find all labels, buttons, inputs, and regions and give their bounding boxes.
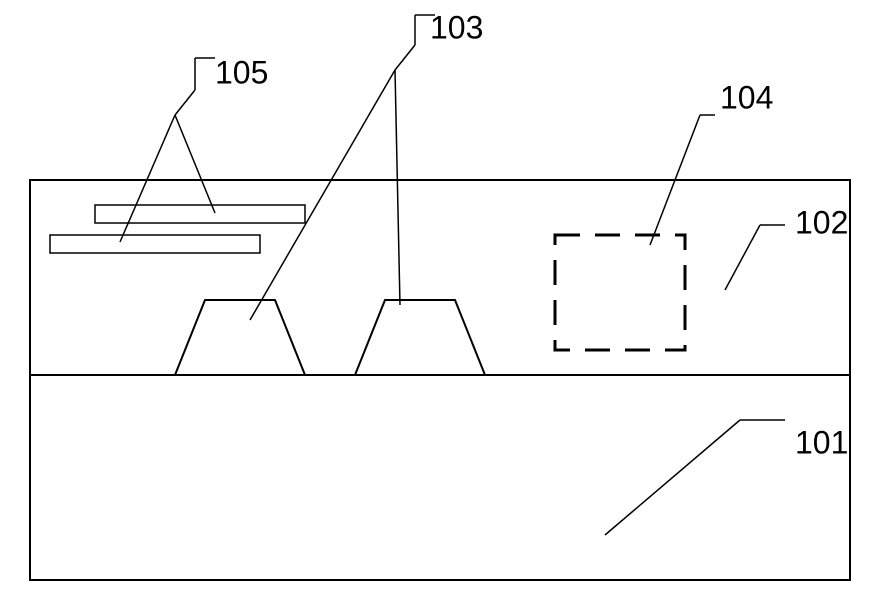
outer-rect — [30, 180, 850, 580]
label-103: 103 — [430, 9, 483, 45]
diagram-canvas: 101 102 103 104 105 — [0, 0, 888, 595]
label-101: 101 — [795, 424, 848, 460]
small-rect-0 — [50, 235, 260, 253]
label-105: 105 — [215, 54, 268, 90]
label-102: 102 — [795, 204, 848, 240]
dashed-square — [555, 235, 685, 350]
trapezoid-0 — [175, 300, 305, 375]
small-rect-1 — [95, 205, 305, 223]
label-104: 104 — [720, 79, 773, 115]
trapezoid-1 — [355, 300, 485, 375]
